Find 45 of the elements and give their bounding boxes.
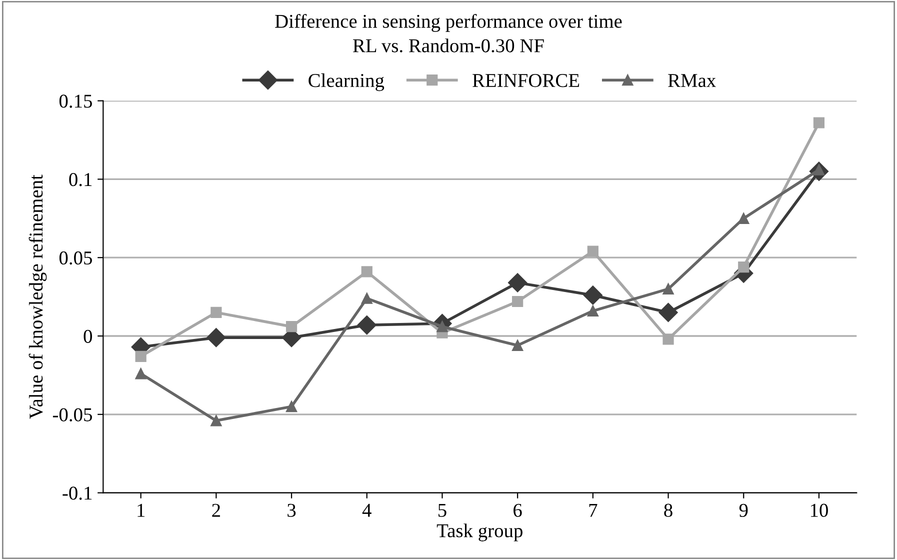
- point: [512, 296, 524, 308]
- point: [361, 292, 372, 304]
- point: [206, 328, 226, 348]
- point: [135, 350, 146, 362]
- x-tick-label: 4: [362, 504, 372, 517]
- x-tick-label: 5: [438, 504, 446, 517]
- point: [135, 368, 146, 380]
- y-tick-label: 0.05: [59, 251, 92, 265]
- point: [210, 306, 222, 318]
- y-axis-title: Value of knowledge refinement: [28, 174, 47, 419]
- point: [512, 340, 524, 351]
- y-tick-label: 0.15: [59, 94, 92, 108]
- y-tick-label: 0: [84, 330, 92, 343]
- legend-label: Clearning: [308, 73, 384, 92]
- y-tick-label: 0.1: [69, 173, 92, 186]
- x-axis-title: Task group: [436, 524, 522, 542]
- point: [436, 321, 448, 332]
- y-tick-label: -0.05: [52, 408, 92, 422]
- point: [587, 246, 598, 257]
- point: [508, 273, 528, 292]
- point: [738, 261, 750, 273]
- x-tick-label: 8: [664, 504, 672, 517]
- point: [583, 286, 602, 305]
- point: [286, 401, 298, 412]
- point: [587, 305, 598, 316]
- x-tick-label: 9: [739, 504, 748, 517]
- point: [738, 212, 750, 224]
- point: [286, 321, 298, 332]
- x-tick-label: 3: [288, 504, 296, 517]
- point: [357, 315, 376, 335]
- point: [662, 283, 674, 295]
- x-tick-label: 1: [138, 504, 145, 517]
- legend-label: REINFORCE: [472, 74, 580, 88]
- x-tick-label: 2: [212, 504, 220, 517]
- point: [210, 415, 222, 426]
- x-tick-label: 7: [589, 504, 598, 517]
- point: [361, 266, 372, 278]
- x-tick-label: 10: [810, 504, 828, 517]
- point: [658, 302, 678, 322]
- point: [662, 334, 674, 345]
- x-tick-label: 6: [514, 504, 522, 517]
- legend-label: RMax: [668, 74, 716, 88]
- point: [813, 117, 825, 128]
- y-tick-label: -0.1: [62, 486, 92, 500]
- chart-title: Difference in sensing performance over time RL vs. Random-0.30 NF: [275, 14, 622, 52]
